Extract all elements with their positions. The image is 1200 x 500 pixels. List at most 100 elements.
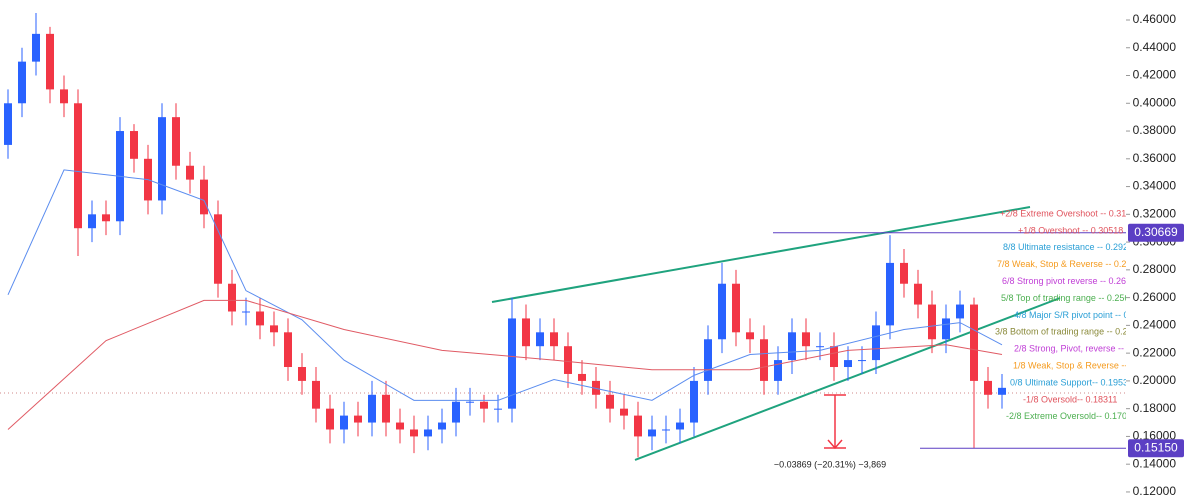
candle-body [970,304,978,381]
y-tick-label: 0.14000 [1133,456,1177,470]
candle-body [872,325,880,361]
candle-body [592,380,600,395]
candle-body [704,339,712,381]
candle-body [466,401,474,403]
candle-body [844,360,852,368]
candle-body [60,89,68,104]
plot-area: +2/8 Extreme Overshoot -- 0.317 +1/8 Over… [0,13,1152,461]
candle-body [578,373,586,381]
candle-body [228,283,236,312]
y-tick-label: 0.24000 [1133,318,1177,332]
candle-body [732,283,740,333]
y-tick-label: 0.22000 [1133,345,1177,359]
candle-body [662,429,670,431]
candle-body [928,304,936,340]
level-label: 5/8 Top of trading range -- 0.256 [1001,293,1129,303]
level-label: 4/8 Major S/R pivot point -- 0.244 [1014,310,1146,320]
candle-body [620,408,628,416]
candle-body [242,311,250,313]
level-label: -2/8 Extreme Oversold-- 0.1709 [1006,411,1132,421]
candle-body [942,318,950,340]
candle-body [816,346,824,348]
level-label: -1/8 Oversold-- 0.18311 [1023,394,1117,404]
level-label: 1/8 Weak, Stop & Reverse -- 0.207 [1013,360,1152,370]
candle-body [382,394,390,423]
candle-body [88,214,96,229]
candle-body [480,401,488,409]
candle-body [564,346,572,374]
candle-body [4,103,12,145]
candle-body [410,429,418,437]
candle-body [886,262,894,326]
measure-label: −0.03869 (−20.31%) −3,869 [774,459,886,469]
candle-body [900,262,908,284]
candle-body [214,214,222,284]
upper-trendline [491,206,1031,303]
candle-body [270,325,278,333]
y-tick-label: 0.16000 [1133,429,1177,443]
measure-arrow [824,394,846,450]
candle-body [690,380,698,423]
candle-body [46,33,54,90]
candle-body [158,117,166,201]
y-tick-label: 0.34000 [1133,179,1177,193]
candle-body [452,401,460,423]
candle-body [606,394,614,409]
y-tick-label: 0.40000 [1133,95,1177,109]
price-badge-label: 0.30669 [1134,225,1178,239]
candle-body [830,346,838,368]
y-tick-label: 0.18000 [1133,401,1177,415]
y-tick-label: 0.44000 [1133,40,1177,54]
candle-body [760,339,768,381]
candle-body [102,214,110,222]
candle-body [676,422,684,430]
candle-body [536,332,544,347]
candle-body [396,422,404,430]
candle-body [354,415,362,423]
level-label: 3/8 Bottom of trading range -- 0.23 [995,327,1133,337]
y-tick-label: 0.46000 [1133,12,1177,26]
candle-body [340,415,348,430]
y-tick-label: 0.36000 [1133,151,1177,165]
level-label: 2/8 Strong, Pivot, reverse -- 0.219 [1014,344,1149,354]
level-label: 8/8 Ultimate resistance -- 0.2929 [1003,242,1133,252]
candle-body [368,394,376,423]
candle-body [914,283,922,305]
candle-body [256,311,264,326]
moving-average [7,169,1003,401]
candle-body [130,131,138,159]
candle-body [956,304,964,319]
candle-body [774,360,782,381]
candle-body [424,429,432,437]
level-label: +1/8 Overshoot -- 0.30518 [1018,225,1123,235]
level-label: 7/8 Weak, Stop & Reverse -- 0.280 [997,259,1136,269]
candle-body [74,103,82,229]
candle-body [200,179,208,215]
candle-body [18,61,26,104]
candle-body [788,332,796,361]
candle-body [508,318,516,409]
candle-body [634,415,642,437]
candle-body [984,380,992,395]
y-tick-label: 0.20000 [1133,373,1177,387]
candle-body [494,408,502,410]
candle-body [718,283,726,340]
candle-body [550,332,558,347]
y-tick-label: 0.38000 [1133,123,1177,137]
candle-body [746,332,754,340]
candle-body [438,422,446,430]
y-tick-label: 0.42000 [1133,68,1177,82]
candle-body [312,380,320,409]
candle-body [802,332,810,347]
level-label: +2/8 Extreme Overshoot -- 0.317 [1000,208,1131,218]
candle-body [186,165,194,180]
y-tick-label: 0.26000 [1133,290,1177,304]
candle-body [172,117,180,166]
level-label: 0/8 Ultimate Support-- 0.19531 [1010,377,1133,387]
candle-body [522,318,530,347]
price-badge-label: 0.15150 [1134,440,1178,454]
price-badge [1128,439,1184,458]
level-label: 6/8 Strong pivot reverse -- 0.268 [1002,276,1131,286]
